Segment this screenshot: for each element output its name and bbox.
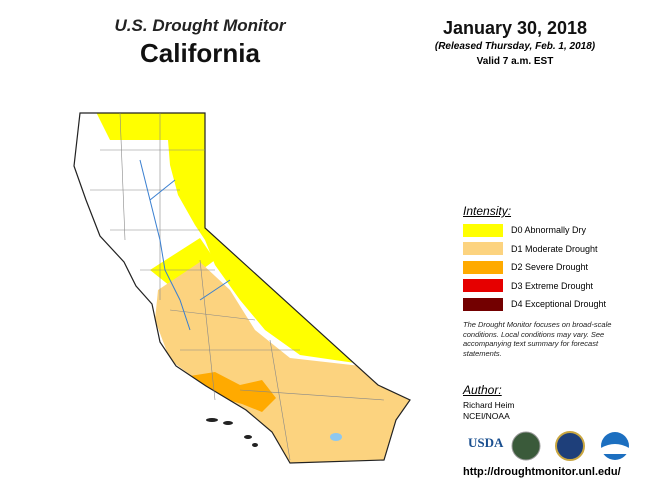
legend-item: D3 Extreme Drought — [463, 279, 593, 293]
legend-item: D2 Severe Drought — [463, 260, 588, 274]
d2-area — [190, 372, 276, 412]
legend-swatch — [463, 242, 503, 255]
lake — [330, 433, 342, 441]
legend-label: D0 Abnormally Dry — [511, 225, 587, 235]
legend-title: Intensity: — [463, 204, 512, 218]
map — [73, 112, 411, 464]
author-name: Richard Heim — [463, 400, 515, 410]
legend-swatch — [463, 279, 503, 292]
legend-label: D4 Exceptional Drought — [511, 299, 607, 309]
released: (Released Thursday, Feb. 1, 2018) — [434, 41, 596, 52]
islands — [206, 418, 258, 447]
url: http://droughtmonitor.unl.edu/ — [463, 466, 621, 478]
d0-area — [95, 113, 390, 390]
legend-label: D2 Severe Drought — [511, 262, 589, 272]
rivers — [139, 159, 231, 331]
legend-item: D0 Abnormally Dry — [463, 223, 586, 237]
map-regions — [74, 113, 410, 463]
agency-logos — [511, 431, 629, 461]
legend-swatch — [463, 260, 503, 274]
date: January 30, 2018 — [442, 18, 588, 38]
legend-label: D1 Moderate Drought — [511, 243, 598, 254]
author: Richard Heim NCEI/NOAA — [463, 400, 515, 422]
legend-item: D4 Exceptional Drought — [463, 297, 606, 311]
d0-area — [150, 238, 215, 290]
usda-logo: USDA — [468, 435, 504, 450]
author-org: NCEI/NOAA — [463, 411, 510, 421]
legend-swatch — [463, 223, 503, 237]
author-title: Author: — [463, 383, 502, 397]
valid: Valid 7 a.m. EST — [476, 56, 554, 67]
region: California — [140, 38, 260, 68]
legend-label: D3 Extreme Drought — [511, 280, 594, 291]
legend-item: D1 Moderate Drought — [463, 242, 598, 256]
county-lines — [90, 112, 385, 461]
title: U.S. Drought Monitor — [114, 16, 286, 35]
legend-swatch — [463, 297, 503, 311]
state-outline — [73, 112, 411, 464]
note: The Drought Monitor focuses on broad-sca… — [463, 320, 612, 358]
d1-area — [155, 262, 410, 463]
